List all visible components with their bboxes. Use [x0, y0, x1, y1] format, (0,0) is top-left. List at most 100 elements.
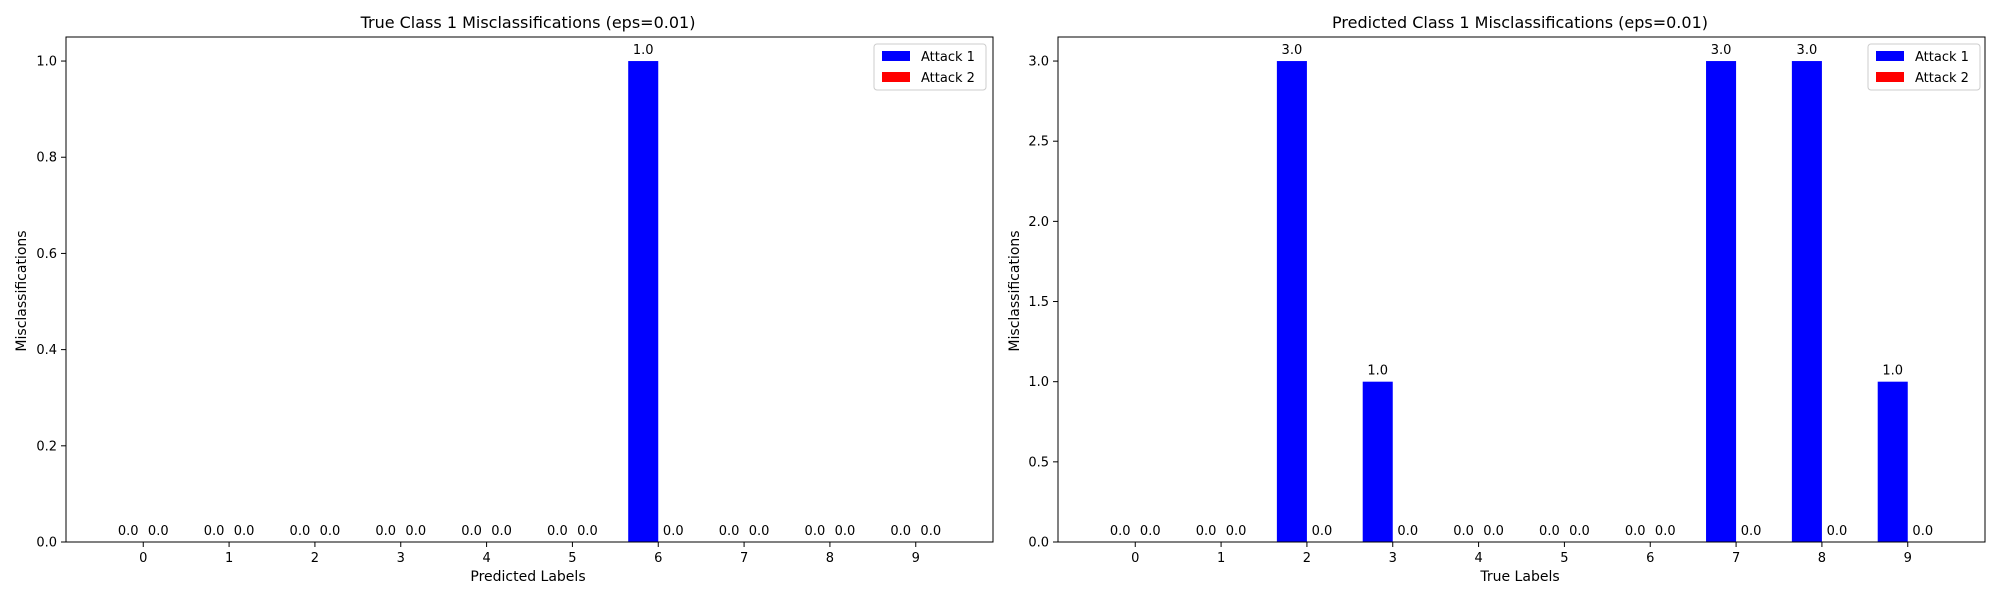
- chart-1-data-label: 1.0: [633, 43, 654, 58]
- chart-1-legend: Attack 1 Attack 2: [873, 43, 987, 91]
- chart-1-data-label: 0.0: [491, 524, 512, 539]
- chart-2-data-label: 0.0: [1226, 524, 1247, 539]
- chart-1-data-label: 0.0: [320, 524, 341, 539]
- chart-2-data-label: 3.0: [1797, 43, 1818, 58]
- chart-1-data-label: 0.0: [749, 524, 770, 539]
- chart-2-data-label: 1.0: [1367, 364, 1388, 379]
- chart-1-x-tick-label: 7: [740, 551, 748, 566]
- chart-2-legend: Attack 1 Attack 2: [1867, 43, 1981, 91]
- chart-1-data-label: 0.0: [148, 524, 169, 539]
- chart-1-x-tick-label: 5: [568, 551, 576, 566]
- chart-2-y-tick-label: 3.0: [1028, 55, 1049, 70]
- chart-2-x-tick-label: 5: [1560, 551, 1568, 566]
- chart-2-y-tick-label: 2.5: [1028, 135, 1049, 150]
- chart-1-x-tick-label: 0: [139, 551, 147, 566]
- chart-1-y-tick-label: 0.2: [36, 439, 57, 454]
- chart-2-x-tick-label: 4: [1474, 551, 1482, 566]
- chart-2-y-tick-label: 1.0: [1028, 375, 1049, 390]
- chart-1: True Class 1 Misclassifications (eps=0.0…: [14, 13, 994, 585]
- chart-2-y-tick-label: 0.5: [1028, 455, 1049, 470]
- chart-1-title: True Class 1 Misclassifications (eps=0.0…: [360, 13, 696, 32]
- chart-2-bar-series-1-cat-8: [1791, 61, 1822, 543]
- chart-1-data-label: 0.0: [118, 524, 139, 539]
- chart-2-bar-series-1-cat-7: [1706, 61, 1737, 543]
- chart-1-bar-series-1-cat-6: [628, 61, 659, 543]
- chart-1-data-label: 0.0: [405, 524, 426, 539]
- chart-1-data-label: 0.0: [290, 524, 311, 539]
- chart-2-data-label: 0.0: [1912, 524, 1933, 539]
- chart-2-data-label: 0.0: [1539, 524, 1560, 539]
- chart-2-ylabel: Misclassifications: [1007, 230, 1023, 351]
- chart-1-data-label: 0.0: [375, 524, 396, 539]
- chart-2-x-tick-label: 0: [1131, 551, 1139, 566]
- chart-2-y-tick-label: 1.5: [1028, 295, 1049, 310]
- chart-2-xlabel: True Labels: [1479, 569, 1559, 585]
- chart-1-xlabel: Predicted Labels: [470, 569, 585, 585]
- chart-1-data-label: 0.0: [234, 524, 255, 539]
- chart-2-axes-frame: [1057, 36, 1986, 543]
- chart-1-y-tick-label: 0.4: [36, 343, 57, 358]
- chart-2-data-label: 3.0: [1711, 43, 1732, 58]
- chart-2-legend-label-attack-1: Attack 1: [1915, 50, 1969, 65]
- chart-1-data-label: 0.0: [920, 524, 941, 539]
- chart-2-data-label: 0.0: [1453, 524, 1474, 539]
- chart-1-legend-label-attack-1: Attack 1: [921, 50, 975, 65]
- chart-1-y-tick-label: 0.8: [36, 151, 57, 166]
- chart-2-bar-series-1-cat-3: [1362, 381, 1393, 542]
- chart-2-data-label: 0.0: [1110, 524, 1131, 539]
- chart-1-data-label: 0.0: [204, 524, 225, 539]
- chart-1-x-tick-label: 1: [225, 551, 233, 566]
- chart-1-data-label: 0.0: [890, 524, 911, 539]
- chart-1-data-label: 0.0: [835, 524, 856, 539]
- chart-2-data-label: 0.0: [1397, 524, 1418, 539]
- chart-2-data-label: 0.0: [1196, 524, 1217, 539]
- chart-2-data-label: 0.0: [1655, 524, 1676, 539]
- chart-1-x-tick-label: 9: [912, 551, 920, 566]
- chart-1-x-tick-label: 2: [311, 551, 319, 566]
- chart-2-x-tick-label: 1: [1217, 551, 1225, 566]
- chart-1-x-tick-label: 3: [397, 551, 405, 566]
- chart-1-data-label: 0.0: [547, 524, 568, 539]
- chart-2-x-tick-label: 7: [1732, 551, 1740, 566]
- chart-1-y-tick-label: 0.0: [36, 536, 57, 551]
- chart-2-x-tick-label: 2: [1303, 551, 1311, 566]
- chart-2-data-label: 0.0: [1827, 524, 1848, 539]
- chart-1-ylabel: Misclassifications: [14, 230, 30, 351]
- chart-1-data-label: 0.0: [461, 524, 482, 539]
- chart-2-data-label: 0.0: [1625, 524, 1646, 539]
- chart-1-x-tick-label: 4: [482, 551, 490, 566]
- chart-2-x-tick-label: 6: [1646, 551, 1654, 566]
- chart-2-data-label: 3.0: [1282, 43, 1303, 58]
- chart-2-legend-swatch-attack-1: [1876, 51, 1904, 61]
- chart-1-data-label: 0.0: [663, 524, 684, 539]
- chart-1-legend-label-attack-2: Attack 2: [921, 71, 975, 86]
- chart-2-y-tick-label: 2.0: [1028, 215, 1049, 230]
- chart-2-data-label: 0.0: [1741, 524, 1762, 539]
- chart-2-data-label: 0.0: [1312, 524, 1333, 539]
- chart-1-x-tick-label: 6: [654, 551, 662, 566]
- chart-1-x-tick-label: 8: [826, 551, 834, 566]
- chart-2-x-tick-label: 9: [1904, 551, 1912, 566]
- chart-2-x-tick-label: 3: [1389, 551, 1397, 566]
- chart-2-y-tick-label: 0.0: [1028, 536, 1049, 551]
- chart-1-y-tick-label: 1.0: [36, 55, 57, 70]
- chart-1-y-tick-label: 0.6: [36, 247, 57, 262]
- chart-2-legend-swatch-attack-2: [1876, 72, 1904, 82]
- chart-2-title: Predicted Class 1 Misclassifications (ep…: [1332, 13, 1708, 32]
- chart-1-data-label: 0.0: [805, 524, 826, 539]
- chart-1-legend-swatch-attack-2: [882, 72, 910, 82]
- chart-2-bar-series-1-cat-9: [1877, 381, 1908, 542]
- chart-2-data-label: 0.0: [1140, 524, 1161, 539]
- chart-2-legend-label-attack-2: Attack 2: [1915, 71, 1969, 86]
- chart-2-data-label: 1.0: [1882, 364, 1903, 379]
- chart-1-legend-swatch-attack-1: [882, 51, 910, 61]
- chart-2-x-tick-label: 8: [1818, 551, 1826, 566]
- chart-2-data-label: 0.0: [1483, 524, 1504, 539]
- chart-2: Predicted Class 1 Misclassifications (ep…: [1007, 13, 1986, 585]
- chart-2-bar-series-1-cat-2: [1276, 61, 1307, 543]
- chart-1-data-label: 0.0: [577, 524, 598, 539]
- chart-1-data-label: 0.0: [719, 524, 740, 539]
- chart-1-axes-frame: [65, 36, 994, 543]
- chart-2-data-label: 0.0: [1569, 524, 1590, 539]
